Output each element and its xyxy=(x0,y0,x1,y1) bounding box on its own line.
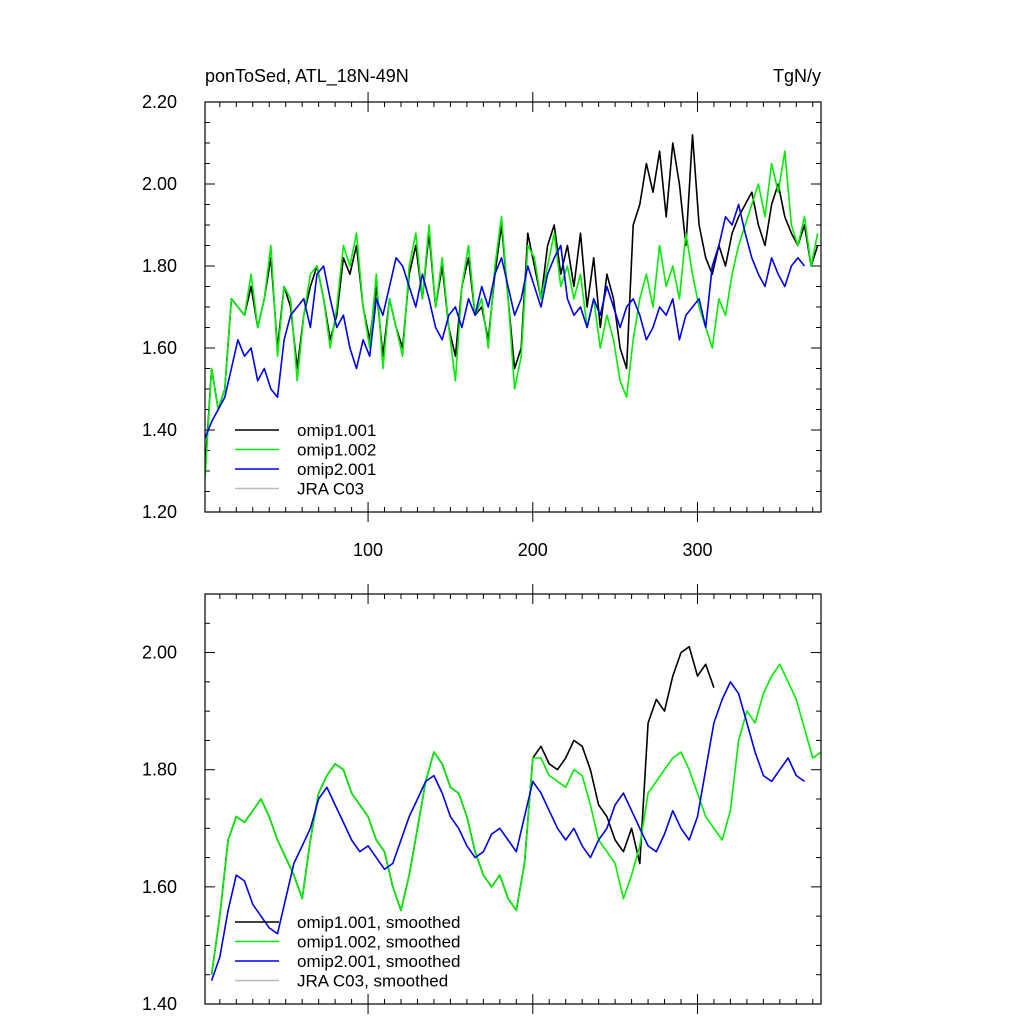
legend-label: JRA C03 xyxy=(297,480,364,499)
series-line-3 xyxy=(205,203,806,439)
legend-label: omip1.001, smoothed xyxy=(297,913,461,932)
plot-frame xyxy=(204,593,822,1005)
series-line-3 xyxy=(210,681,805,981)
tick-group: 1.40 1.60 1.80 2.00 xyxy=(142,584,821,1014)
series-line-2 xyxy=(205,150,819,480)
y-tick-label: 2.00 xyxy=(142,174,177,194)
chart-bottom-panel: 1.401.601.802.00 omip1.001, smoothedomip… xyxy=(142,584,822,1014)
legend-label: omip1.002, smoothed xyxy=(297,933,461,952)
y-tick-label: 1.40 xyxy=(142,420,177,440)
y-tick-label: 1.80 xyxy=(142,760,177,780)
y-tick-label: 2.20 xyxy=(142,92,177,112)
y-tick-label: 1.40 xyxy=(142,994,177,1014)
plot-frame xyxy=(204,101,822,513)
legend-label: omip1.002 xyxy=(297,441,376,460)
series-group xyxy=(210,645,821,981)
series-line-2 xyxy=(210,663,821,975)
legend-label: omip1.001 xyxy=(297,421,376,440)
chart-top-panel: ponToSed, ATL_18N-49N TgN/y 1.20 1.40 1.60… xyxy=(142,66,822,560)
y-tick-label: 1.60 xyxy=(142,338,177,358)
series-line-1 xyxy=(210,645,715,975)
y-tick-label: 2.00 xyxy=(142,643,177,663)
y-tick-label: 1.60 xyxy=(142,877,177,897)
y-tick-label: 1.80 xyxy=(142,256,177,276)
x-tick-label: 200 xyxy=(518,540,548,560)
x-tick-label: 300 xyxy=(682,540,712,560)
series-group xyxy=(205,134,819,480)
tick-group: 1.20 1.40 1.60 1.80 2.00 2.20 100 200 300 xyxy=(142,92,821,560)
units-label: TgN/y xyxy=(773,66,821,86)
y-tick-label: 1.20 xyxy=(142,502,177,522)
legend-label: omip2.001 xyxy=(297,460,376,479)
legend-label: omip2.001, smoothed xyxy=(297,952,461,971)
x-tick-label: 100 xyxy=(353,540,383,560)
chart-title: ponToSed, ATL_18N-49N xyxy=(205,66,409,87)
legend-label: JRA C03, smoothed xyxy=(297,972,448,991)
